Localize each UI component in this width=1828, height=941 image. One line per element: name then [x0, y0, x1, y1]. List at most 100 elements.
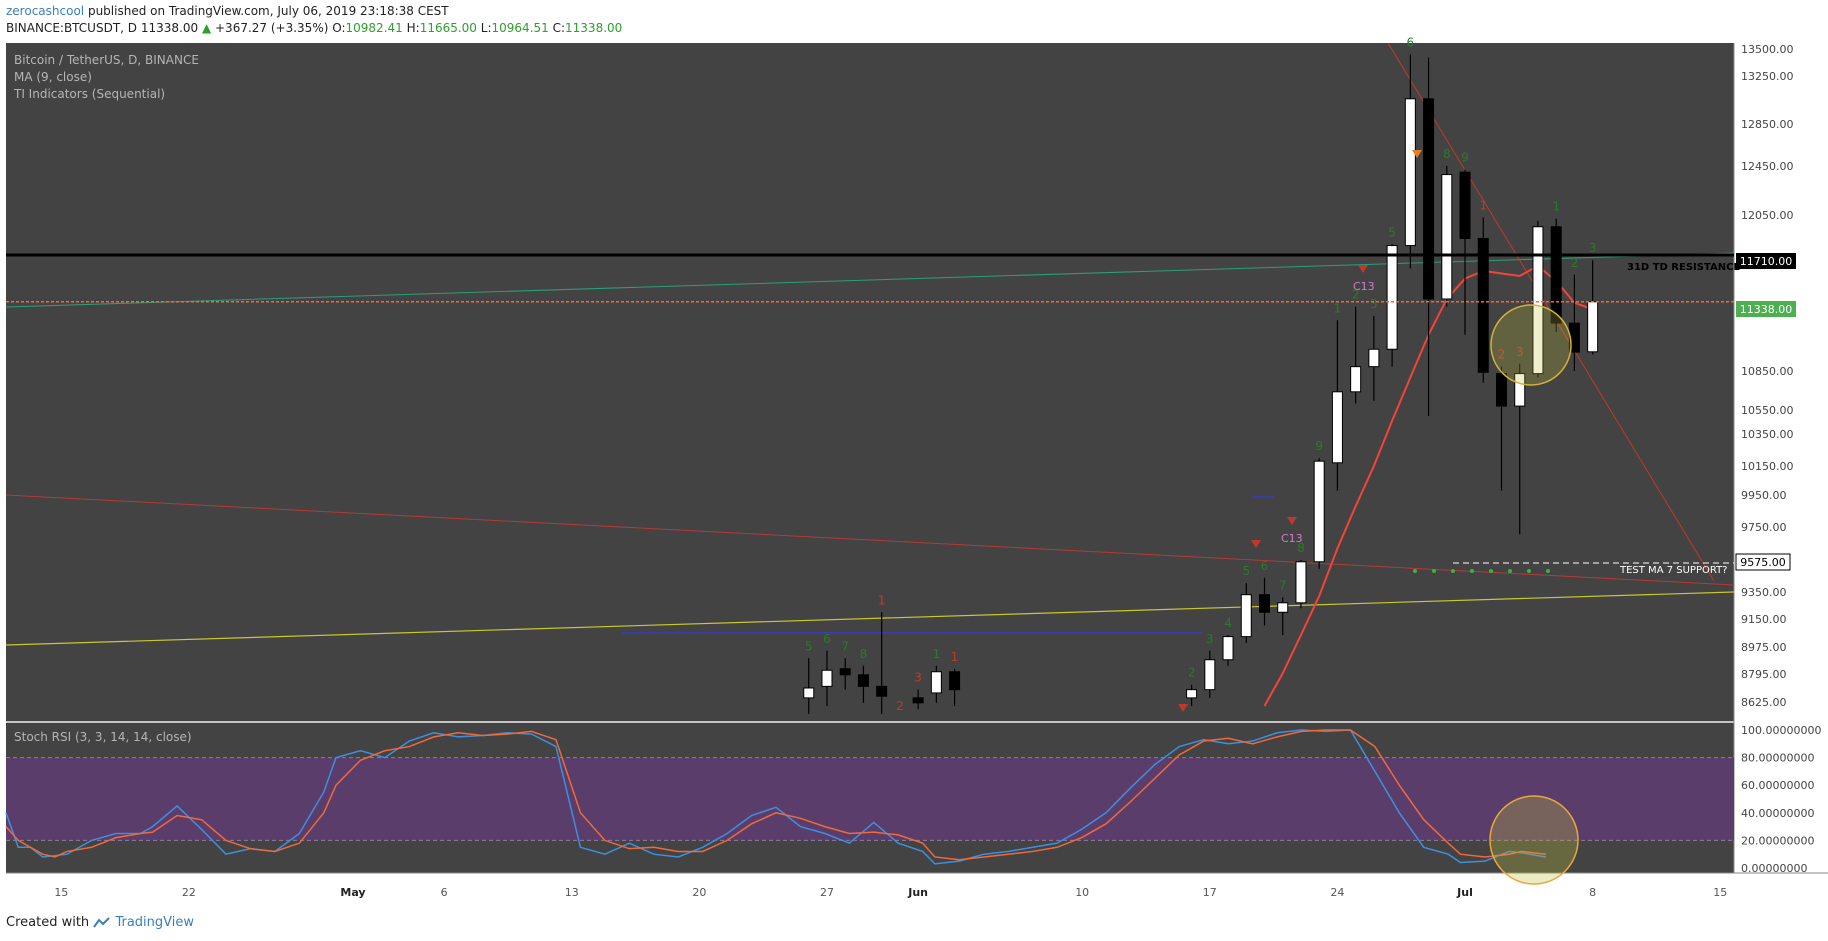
bearish-candle-body	[1477, 238, 1489, 373]
highlight-circle-price[interactable]	[1490, 304, 1572, 386]
highlight-circle-stoch[interactable]	[1489, 795, 1579, 885]
td-count-green: 6	[1261, 559, 1269, 573]
candle[interactable]	[803, 658, 815, 714]
support-dot	[1527, 569, 1531, 573]
td-count-green: 9	[1315, 439, 1323, 453]
candle[interactable]	[1532, 220, 1544, 378]
stoch-axis[interactable]: 100.00000000 80.00000000 60.00000000 40.000…	[1741, 724, 1821, 875]
candle[interactable]	[1277, 597, 1289, 635]
yellow-trendline[interactable]	[5, 591, 1735, 646]
bearish-candle-body	[839, 668, 851, 676]
td-count-green: 2	[1571, 256, 1579, 270]
time-axis[interactable]: 15 22 May 6 13 20 27 Jun 10 17 24 Jul 8 15	[54, 886, 1727, 899]
stoch-d-line[interactable]	[5, 729, 1547, 861]
bullish-candle-body	[1587, 301, 1599, 353]
price-tag-last: 11338.00	[1736, 301, 1796, 317]
bullish-candle-body	[1240, 594, 1252, 638]
time-tick-label: 20	[692, 886, 706, 899]
candle[interactable]	[1240, 583, 1252, 643]
legend-ma[interactable]: MA (9, close)	[14, 70, 92, 84]
candle[interactable]	[1222, 635, 1234, 666]
price-tick-label: 10550.00	[1741, 404, 1794, 417]
price-axis-bg	[1734, 43, 1828, 873]
bullish-candle-body	[1204, 659, 1216, 691]
candle[interactable]	[1186, 684, 1198, 706]
price-tick-label: 9750.00	[1741, 521, 1787, 534]
tradingview-link[interactable]: TradingView	[115, 915, 194, 930]
candle[interactable]	[1514, 363, 1526, 535]
td-count-green: 7	[841, 639, 849, 653]
bullish-candle-body	[1313, 460, 1325, 563]
author-link[interactable]: zerocashcool	[6, 4, 85, 18]
time-tick-label: 8	[1589, 886, 1596, 899]
stoch-rsi-lines[interactable]	[5, 729, 1547, 865]
low-label: L:	[480, 21, 492, 35]
candle[interactable]	[1386, 244, 1398, 367]
price-tick-label: 10150.00	[1741, 460, 1794, 473]
stoch-k-line[interactable]	[5, 729, 1547, 865]
bullish-candle-body	[803, 687, 815, 699]
candle[interactable]	[1495, 366, 1507, 491]
legend-stoch[interactable]: Stoch RSI (3, 3, 14, 14, close)	[14, 730, 192, 744]
candle[interactable]	[1313, 458, 1325, 569]
td-count-green: 2	[1352, 288, 1360, 302]
candle[interactable]	[1368, 315, 1380, 401]
td-sequential-counts: 567812345678912356891231231123	[805, 35, 1597, 713]
open-label: O:	[332, 21, 346, 35]
price-tick-label: 10850.00	[1741, 365, 1794, 378]
bearish-candle-body	[857, 674, 869, 687]
td-count-red: 1	[878, 593, 886, 607]
candle[interactable]	[1477, 217, 1489, 383]
bearish-candle-body	[1423, 98, 1435, 300]
price-tick-label: 13500.00	[1741, 43, 1794, 56]
candle[interactable]	[1459, 169, 1471, 335]
stoch-tick-label: 0.00000000	[1741, 862, 1807, 875]
legend-ti[interactable]: TI Indicators (Sequential)	[13, 87, 165, 101]
candle[interactable]	[949, 668, 961, 706]
support-dot	[1432, 569, 1436, 573]
time-tick-label: 24	[1330, 886, 1344, 899]
stoch-overbought-oversold-band	[6, 757, 1734, 841]
candle[interactable]	[1441, 166, 1453, 307]
candle[interactable]	[1568, 274, 1580, 371]
price-tick-label: 9350.00	[1741, 586, 1787, 599]
time-tick-label: 15	[54, 886, 68, 899]
time-tick-label: 6	[441, 886, 448, 899]
candle[interactable]	[912, 689, 924, 710]
price-tick-label: 12450.00	[1741, 160, 1794, 173]
bullish-candle-body	[1514, 373, 1526, 407]
bullish-candle-body	[1277, 602, 1289, 613]
candle[interactable]	[1423, 57, 1435, 416]
candle[interactable]	[1259, 577, 1270, 626]
time-tick-label: 22	[182, 886, 196, 899]
price-tick-label: 8795.00	[1741, 668, 1787, 681]
td-count-green: 3	[1206, 632, 1214, 646]
stoch-tick-label: 40.00000000	[1741, 807, 1814, 820]
td-count-red: 2	[1498, 348, 1506, 362]
candle[interactable]	[1331, 320, 1343, 491]
candle[interactable]	[876, 612, 888, 714]
candles[interactable]	[803, 54, 1599, 714]
bearish-candle-body	[912, 697, 924, 704]
high-label: H:	[406, 21, 420, 35]
td-count-green: 6	[1407, 35, 1415, 49]
candle[interactable]	[821, 650, 833, 706]
price-tag-support-text: 9575.00	[1740, 556, 1786, 569]
up-arrow-icon: ▲	[201, 21, 212, 35]
candle[interactable]	[1404, 54, 1416, 269]
candle[interactable]	[1204, 650, 1216, 698]
price-tag-support: 9575.00	[1735, 553, 1791, 571]
candle[interactable]	[839, 658, 851, 690]
time-tick-label: Jul	[1456, 886, 1473, 899]
candle[interactable]	[857, 665, 869, 703]
price-pane-bg	[6, 43, 1734, 721]
candle[interactable]	[930, 665, 942, 703]
legend-title[interactable]: Bitcoin / TetherUS, D, BINANCE	[14, 53, 199, 67]
candle[interactable]	[1350, 306, 1362, 404]
red-trendline-lower[interactable]	[5, 494, 1735, 586]
td-count-green: 5	[805, 639, 813, 653]
td-arrow-marker	[1358, 265, 1368, 273]
td-count-green: 6	[823, 632, 831, 646]
candle[interactable]	[1295, 560, 1307, 609]
